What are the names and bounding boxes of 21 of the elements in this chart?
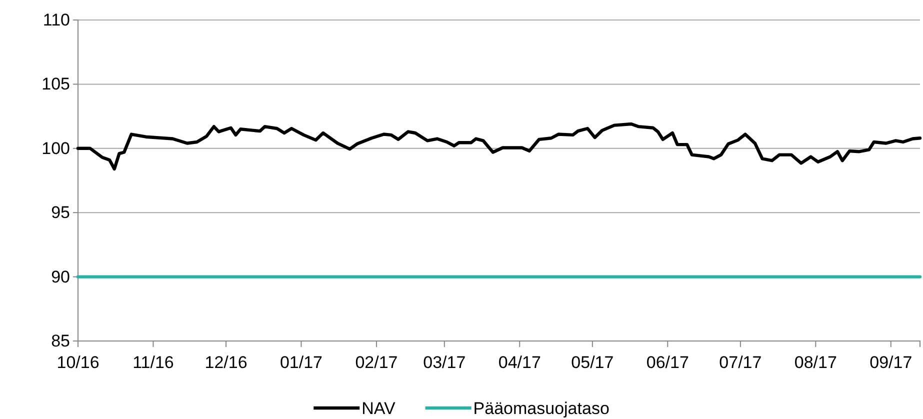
y-tick-label: 95 bbox=[51, 203, 70, 222]
line-series bbox=[76, 122, 922, 171]
x-tick-label: 07/17 bbox=[719, 352, 762, 372]
y-tick-label: 90 bbox=[51, 267, 70, 286]
x-tick-label: 11/16 bbox=[132, 352, 174, 372]
x-tick-label: 08/17 bbox=[794, 352, 837, 372]
legend-label: Pääomasuojataso bbox=[473, 399, 610, 418]
x-tick-label: 06/17 bbox=[646, 352, 689, 372]
x-tick-label: 02/17 bbox=[355, 352, 398, 372]
x-tick-label: 04/17 bbox=[498, 352, 541, 372]
y-tick-label: 110 bbox=[42, 10, 70, 30]
y-tick-label: 105 bbox=[42, 74, 70, 94]
x-tick-label: 01/17 bbox=[280, 352, 323, 372]
legend-label: NAV bbox=[362, 399, 396, 418]
x-tick-label: 05/17 bbox=[571, 352, 614, 372]
x-tick-label: 09/17 bbox=[870, 352, 912, 372]
y-tick-label: 100 bbox=[42, 138, 70, 158]
x-tick-label: 12/16 bbox=[204, 352, 248, 372]
x-tick-label: 03/17 bbox=[423, 352, 466, 372]
y-tick-label: 85 bbox=[51, 331, 70, 350]
x-tick-label: 10/16 bbox=[56, 352, 100, 372]
